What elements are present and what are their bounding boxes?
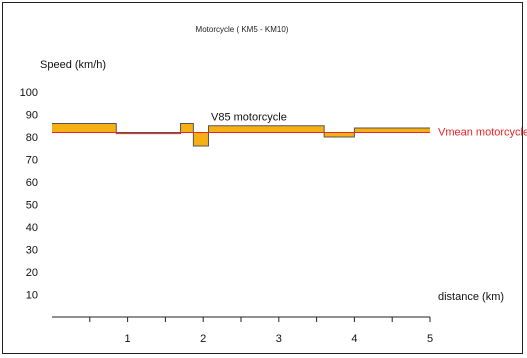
x-tick-label: 4 <box>351 333 357 345</box>
x-tick-label: 1 <box>125 333 131 345</box>
y-tick-label: 20 <box>26 267 38 279</box>
chart-frame <box>2 2 523 354</box>
vmean-series-label: Vmean motorcycle <box>438 127 527 139</box>
x-tick-label: 3 <box>276 333 282 345</box>
plot-area: 10 20 30 40 50 60 70 80 90 100 1 2 3 4 5 V85 motorcycle… <box>20 87 527 345</box>
y-tick-label: 90 <box>26 110 38 122</box>
y-tick-label: 50 <box>26 200 38 212</box>
y-tick-label: 10 <box>26 290 38 302</box>
x-tick-label: 2 <box>200 333 206 345</box>
y-tick-label: 30 <box>26 245 38 257</box>
vmean-series-line <box>52 132 430 135</box>
y-tick-label: 70 <box>26 155 38 167</box>
v85-series-label: V85 motorcycle <box>211 112 287 124</box>
x-tick-label: 5 <box>427 333 433 345</box>
chart-title: Motorcycle ( KM5 - KM10) <box>196 25 289 34</box>
speed-band-fill <box>52 123 430 146</box>
v85-series-line <box>52 123 430 147</box>
x-axis-title: distance (km) <box>438 291 504 303</box>
y-tick-label: 100 <box>20 87 38 99</box>
y-tick-label: 80 <box>26 132 38 144</box>
y-tick-label: 60 <box>26 177 38 189</box>
y-tick-label: 40 <box>26 222 38 234</box>
y-axis-title: Speed (km/h) <box>40 59 106 71</box>
